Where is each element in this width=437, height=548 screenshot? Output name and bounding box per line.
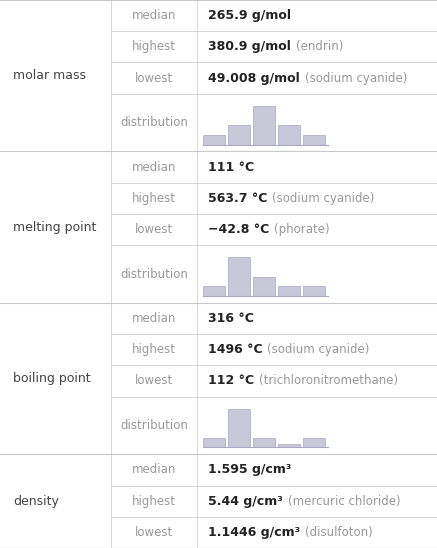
Bar	[278, 286, 300, 296]
Text: (mercuric chloride): (mercuric chloride)	[288, 495, 400, 507]
Text: −42.8 °C: −42.8 °C	[208, 223, 269, 236]
Text: median: median	[132, 9, 176, 22]
Bar	[253, 277, 275, 296]
Text: lowest: lowest	[135, 374, 173, 387]
Text: median: median	[132, 161, 176, 174]
Text: 316 °C: 316 °C	[208, 312, 253, 325]
Bar	[228, 125, 250, 145]
Bar	[203, 438, 225, 447]
Text: lowest: lowest	[135, 526, 173, 539]
Text: lowest: lowest	[135, 72, 173, 84]
Text: (sodium cyanide): (sodium cyanide)	[267, 343, 370, 356]
Text: 380.9 g/mol: 380.9 g/mol	[208, 41, 291, 53]
Text: (sodium cyanide): (sodium cyanide)	[272, 192, 375, 205]
Bar	[278, 125, 300, 145]
Bar	[253, 106, 275, 145]
Text: distribution: distribution	[120, 267, 188, 281]
Text: (sodium cyanide): (sodium cyanide)	[305, 72, 407, 84]
Text: molar mass: molar mass	[13, 69, 86, 82]
Text: 563.7 °C: 563.7 °C	[208, 192, 267, 205]
Bar	[228, 409, 250, 447]
Text: highest: highest	[132, 343, 176, 356]
Bar	[203, 286, 225, 296]
Text: 1.1446 g/cm³: 1.1446 g/cm³	[208, 526, 300, 539]
Text: 1.595 g/cm³: 1.595 g/cm³	[208, 464, 291, 476]
Text: 1496 °C: 1496 °C	[208, 343, 262, 356]
Bar	[303, 438, 325, 447]
Bar	[303, 135, 325, 145]
Text: density: density	[13, 495, 59, 507]
Text: (endrin): (endrin)	[296, 41, 343, 53]
Bar	[253, 438, 275, 447]
Text: 49.008 g/mol: 49.008 g/mol	[208, 72, 299, 84]
Bar	[203, 135, 225, 145]
Text: distribution: distribution	[120, 116, 188, 129]
Text: 265.9 g/mol: 265.9 g/mol	[208, 9, 291, 22]
Text: lowest: lowest	[135, 223, 173, 236]
Text: 111 °C: 111 °C	[208, 161, 254, 174]
Text: highest: highest	[132, 192, 176, 205]
Text: median: median	[132, 464, 176, 476]
Text: melting point: melting point	[13, 221, 97, 233]
Text: median: median	[132, 312, 176, 325]
Bar	[278, 444, 300, 447]
Text: highest: highest	[132, 495, 176, 507]
Text: highest: highest	[132, 41, 176, 53]
Text: 112 °C: 112 °C	[208, 374, 254, 387]
Text: boiling point: boiling point	[13, 372, 91, 385]
Text: 5.44 g/cm³: 5.44 g/cm³	[208, 495, 282, 507]
Text: distribution: distribution	[120, 419, 188, 432]
Text: (disulfoton): (disulfoton)	[305, 526, 373, 539]
Text: (trichloronitromethane): (trichloronitromethane)	[259, 374, 398, 387]
Bar	[303, 286, 325, 296]
Text: (phorate): (phorate)	[274, 223, 329, 236]
Bar	[228, 258, 250, 296]
